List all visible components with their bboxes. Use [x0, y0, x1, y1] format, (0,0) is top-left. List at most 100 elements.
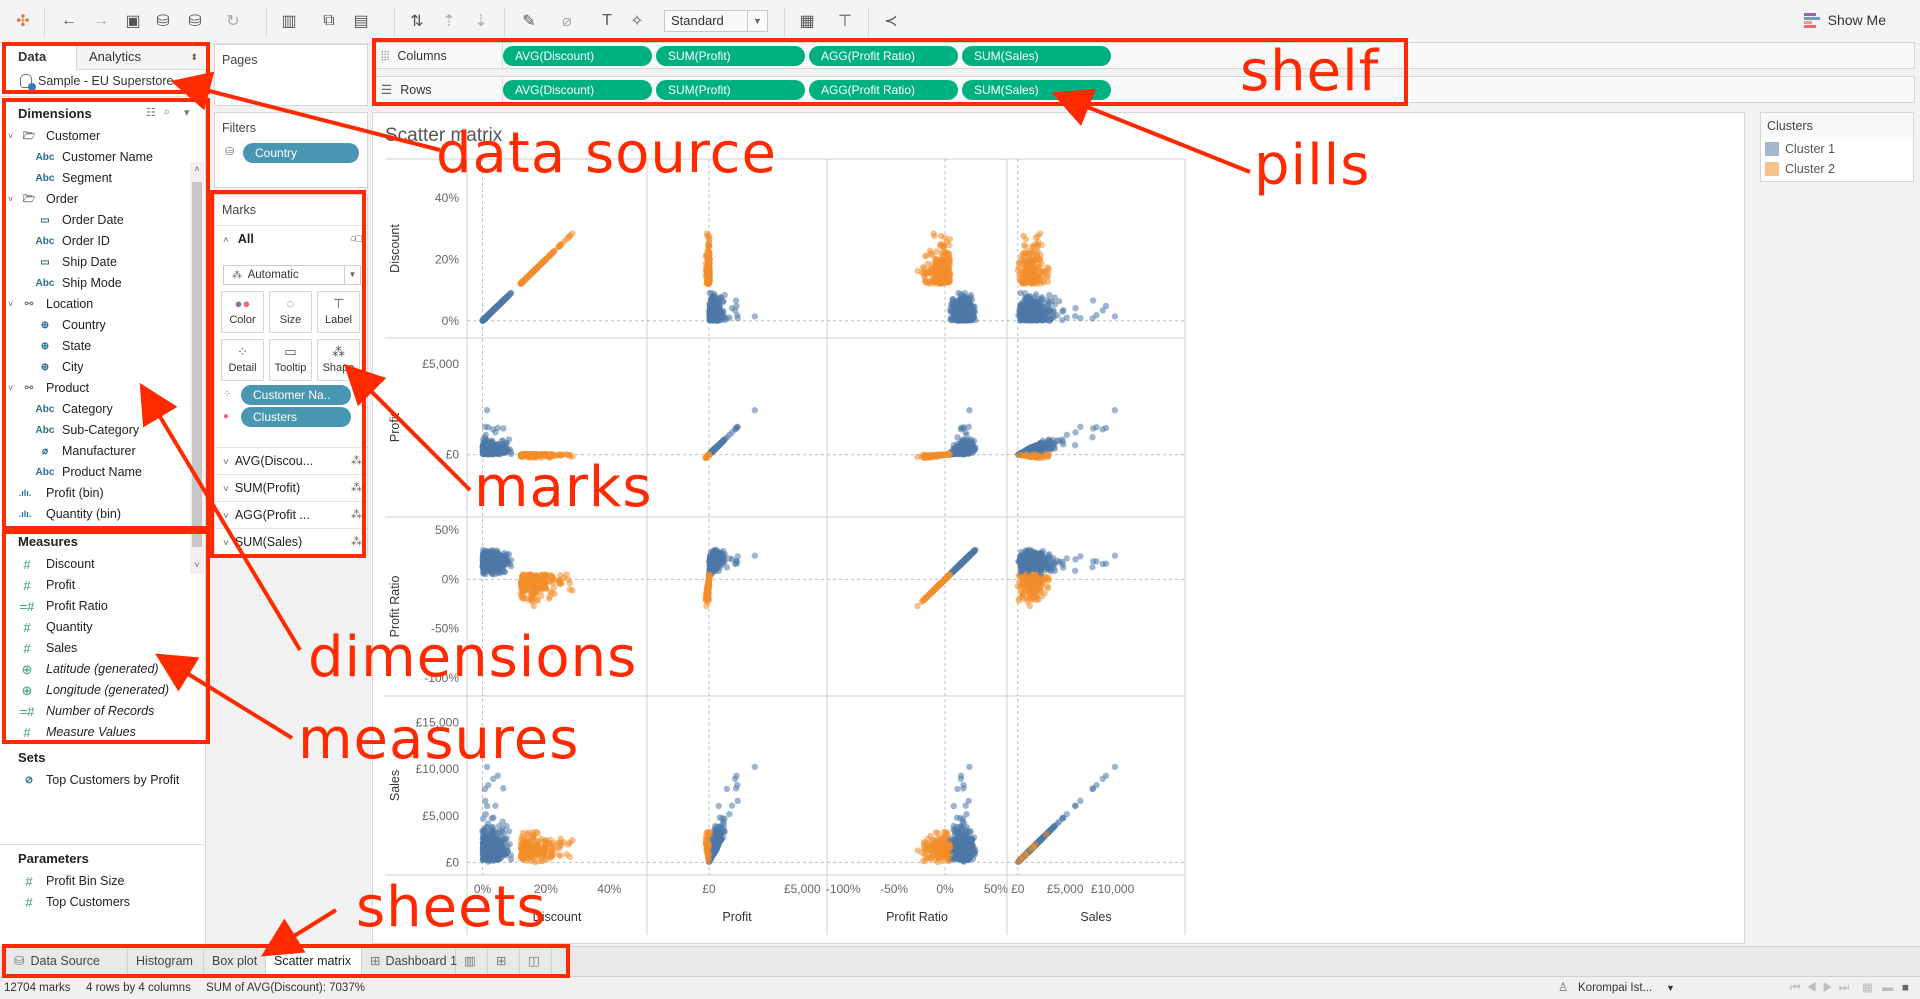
measure-item[interactable]: ⊕ Latitude (generated)	[0, 659, 188, 680]
detail-button[interactable]: ⁘ Detail	[221, 339, 264, 381]
filters-card[interactable]: Filters ⛁ Country	[214, 112, 368, 188]
user-name[interactable]: Korompai Ist...	[1578, 982, 1653, 994]
row-pill[interactable]: SUM(Profit)	[656, 80, 805, 100]
filmstrip-view-icon[interactable]: ▬	[1882, 982, 1894, 994]
mark-type-select[interactable]: ⁂ Automatic ▼	[223, 265, 361, 285]
highlight-icon[interactable]: ✎	[522, 13, 536, 30]
chevron-down-icon[interactable]: ˅	[8, 299, 14, 309]
dimension-item[interactable]: Abc Order ID	[0, 231, 188, 252]
tableau-logo-icon[interactable]: ✣	[16, 13, 30, 30]
show-me-button[interactable]: Show Me	[1803, 12, 1886, 28]
dimension-item[interactable]: ⊕ Country	[0, 315, 188, 336]
measure-item[interactable]: ⊕ Longitude (generated)	[0, 680, 188, 701]
pin-icon[interactable]: ✧	[630, 13, 644, 30]
marks-card-sum-sales[interactable]: ˅ SUM(Sales) ⁂	[215, 528, 367, 555]
dimension-item[interactable]: ˅ 🗁 Order	[0, 189, 188, 210]
dimension-item[interactable]: .ılı. Profit (bin)	[0, 483, 188, 504]
dimension-item[interactable]: ˅ 🗁 Customer	[0, 126, 188, 147]
tab-data-source[interactable]: ⛁ Data Source	[6, 947, 128, 976]
row-pill[interactable]: AGG(Profit Ratio)	[809, 80, 958, 100]
dimension-item[interactable]: ⌀ Manufacturer	[0, 441, 188, 462]
column-pill[interactable]: AVG(Discount)	[503, 46, 652, 66]
tab-box-plot[interactable]: Box plot	[204, 947, 266, 976]
show-cards-icon[interactable]: ▦	[799, 13, 815, 30]
columns-shelf[interactable]: ⦙⦙⦙ Columns AVG(Discount) SUM(Profit) AGG…	[372, 42, 1915, 69]
tab-dashboard-1[interactable]: ⊞ Dashboard 1	[362, 947, 457, 976]
sort-ascending-icon[interactable]: ⇡	[442, 13, 456, 30]
swap-icon[interactable]: ⇅	[410, 13, 424, 30]
chevron-down-icon[interactable]: ▼	[1666, 983, 1675, 993]
measure-item[interactable]: # Measure Values	[0, 722, 188, 743]
label-button[interactable]: ⊤ Label	[317, 291, 360, 333]
group-icon[interactable]: ⌀	[562, 13, 572, 30]
dimension-item[interactable]: Abc Sub-Category	[0, 420, 188, 441]
page-nav-icons[interactable]: ⏮◀▶⏭	[1790, 982, 1856, 994]
dimension-item[interactable]: Abc Customer Name	[0, 147, 188, 168]
scroll-down-icon[interactable]: ˅	[194, 560, 200, 570]
save-icon[interactable]: ▣	[125, 13, 141, 30]
dimension-item[interactable]: Abc Ship Mode	[0, 273, 188, 294]
marks-pill-customer-name[interactable]: Customer Na..	[241, 385, 351, 405]
scroll-thumb[interactable]	[192, 182, 202, 547]
chevron-down-icon[interactable]: ˅	[8, 383, 14, 393]
tab-scatter-matrix[interactable]: Scatter matrix	[266, 947, 362, 976]
parameter-item[interactable]: # Top Customers	[0, 892, 188, 913]
refresh-icon[interactable]: ↻	[226, 13, 240, 30]
dimension-item[interactable]: ⊕ City	[0, 357, 188, 378]
sort-descending-icon[interactable]: ⇣	[474, 13, 488, 30]
tab-histogram[interactable]: Histogram	[128, 947, 204, 976]
dimension-item[interactable]: Abc Category	[0, 399, 188, 420]
back-icon[interactable]: ←	[61, 12, 77, 29]
marks-card-avg-discount[interactable]: ˅ AVG(Discou... ⁂	[215, 447, 367, 474]
share-icon[interactable]: ≺	[884, 13, 898, 30]
size-button[interactable]: ◌ Size	[269, 291, 312, 333]
dimension-item[interactable]: ˅ ⚯ Location	[0, 294, 188, 315]
scatter-matrix-chart[interactable]: 40%20%0%£5,000£050%0%-50%-100%£15,000£10…	[373, 113, 1746, 945]
marks-all-row[interactable]: ˄ All ○□	[215, 225, 367, 252]
measure-item[interactable]: # Discount	[0, 554, 188, 575]
marks-card-sum-profit[interactable]: ˅ SUM(Profit) ⁂	[215, 474, 367, 501]
duplicate-sheet-icon[interactable]: ⧉	[323, 12, 335, 29]
fit-select[interactable]: Standard ▼	[664, 10, 768, 32]
shape-button[interactable]: ⁂ Shape	[317, 339, 360, 381]
marks-card-agg-profit-ratio[interactable]: ˅ AGG(Profit ... ⁂	[215, 501, 367, 528]
measure-item[interactable]: =# Profit Ratio	[0, 596, 188, 617]
dimension-item[interactable]: Abc Segment	[0, 168, 188, 189]
tab-data[interactable]: Data	[0, 44, 76, 70]
legend-item-cluster-1[interactable]: Cluster 1	[1761, 139, 1913, 159]
measure-item[interactable]: # Sales	[0, 638, 188, 659]
row-pill[interactable]: SUM(Sales)	[962, 80, 1111, 100]
dimension-item[interactable]: ▭ Ship Date	[0, 252, 188, 273]
chevron-down-icon[interactable]: ˅	[8, 131, 14, 141]
label-icon[interactable]: T	[602, 12, 612, 29]
tabs-view-icon[interactable]: ■	[1902, 982, 1909, 994]
data-source-item[interactable]: Sample - EU Superstore	[20, 74, 173, 91]
color-button[interactable]: ●● Color	[221, 291, 264, 333]
column-pill[interactable]: SUM(Profit)	[656, 46, 805, 66]
search-icon[interactable]: ⌕	[163, 106, 171, 118]
marks-pill-clusters[interactable]: Clusters	[241, 407, 351, 427]
forward-icon[interactable]: →	[93, 12, 109, 29]
dimension-item[interactable]: Abc Product Name	[0, 462, 188, 483]
presentation-icon[interactable]: ⊤	[838, 13, 852, 30]
column-pill[interactable]: AGG(Profit Ratio)	[809, 46, 958, 66]
tab-analytics[interactable]: Analytics ⬍	[76, 44, 206, 70]
measure-item[interactable]: # Profit	[0, 575, 188, 596]
filter-pill-country[interactable]: Country	[243, 143, 359, 163]
legend-item-cluster-2[interactable]: Cluster 2	[1761, 159, 1913, 179]
dimension-item[interactable]: ⊕ State	[0, 336, 188, 357]
parameter-item[interactable]: # Profit Bin Size	[0, 871, 188, 892]
new-story-button[interactable]: ◫	[520, 947, 552, 976]
new-dashboard-button[interactable]: ⊞	[488, 947, 520, 976]
pages-card[interactable]: Pages	[214, 44, 368, 106]
new-worksheet-button[interactable]: ▥	[456, 947, 488, 976]
set-item[interactable]: ⊘ Top Customers by Profit	[0, 770, 188, 791]
menu-dropdown-icon[interactable]: ▾	[184, 107, 190, 119]
grid-view-icon[interactable]: ▦	[1862, 982, 1873, 994]
view-toggle-icon[interactable]: ☷	[146, 107, 156, 119]
dimensions-scrollbar[interactable]: ˄ ˅	[190, 162, 204, 574]
new-datasource-icon[interactable]: ⛁	[156, 13, 170, 30]
tooltip-button[interactable]: ▭ Tooltip	[269, 339, 312, 381]
dimension-item[interactable]: ˅ ⚯ Product	[0, 378, 188, 399]
dimension-item[interactable]: .ılı. Quantity (bin)	[0, 504, 188, 525]
